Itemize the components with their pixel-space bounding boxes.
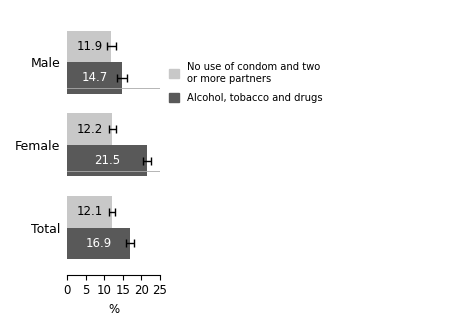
Text: 11.9: 11.9 xyxy=(76,40,102,53)
Text: 12.1: 12.1 xyxy=(77,205,103,218)
Legend: No use of condom and two
or more partners, Alcohol, tobacco and drugs: No use of condom and two or more partner… xyxy=(166,59,325,106)
Text: 12.2: 12.2 xyxy=(77,123,103,136)
Bar xyxy=(67,196,112,228)
Text: 14.7: 14.7 xyxy=(81,71,108,84)
Bar xyxy=(67,145,147,176)
X-axis label: %: % xyxy=(108,303,119,316)
Bar xyxy=(67,62,122,94)
Text: 21.5: 21.5 xyxy=(94,154,120,167)
Bar xyxy=(67,31,111,62)
Bar xyxy=(67,228,130,259)
Text: 16.9: 16.9 xyxy=(86,237,112,250)
Bar xyxy=(67,114,112,145)
